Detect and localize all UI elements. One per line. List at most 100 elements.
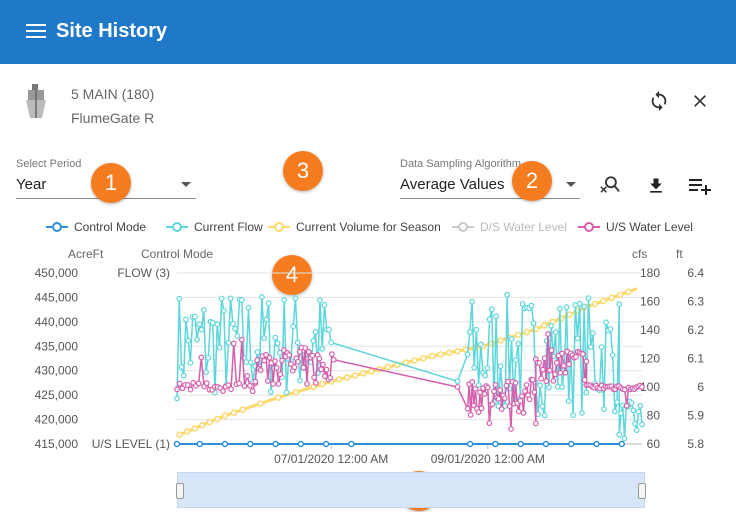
us-water-level-point (244, 372, 251, 379)
current-flow-point (475, 382, 482, 388)
us-water-level-point (486, 420, 493, 427)
current-flow-point (583, 389, 590, 396)
flow-tick-label: 160 (640, 295, 660, 309)
us-water-level-point (225, 382, 232, 388)
us-water-level-point (481, 391, 488, 397)
current-flow-point (508, 336, 515, 342)
current-flow-point (317, 297, 323, 304)
current-flow-point (637, 402, 644, 409)
current-flow-point (205, 354, 212, 361)
current-volume-point (274, 394, 282, 401)
legend-current-volume[interactable]: Current Volume for Season (268, 219, 441, 235)
us-water-level-legend-icon (578, 222, 600, 232)
current-volume-point (428, 352, 436, 360)
current-volume-point (625, 288, 632, 295)
us-water-level-point (477, 389, 483, 396)
current-flow-point (232, 325, 238, 332)
current-volume-point (411, 357, 418, 364)
sampling-underline (400, 198, 580, 199)
current-flow-point (530, 320, 537, 327)
current-flow-point (281, 297, 288, 303)
download-icon[interactable] (646, 176, 666, 196)
us-water-level-point (254, 357, 261, 363)
control-mode-point (221, 440, 229, 448)
us-water-level-point (312, 379, 319, 386)
us-water-level-point (249, 388, 256, 395)
current-volume-point (420, 355, 427, 362)
current-flow-point (541, 412, 548, 419)
current-flow-point (263, 316, 270, 323)
us-water-level-point (552, 371, 558, 378)
control-mode-point (348, 440, 355, 448)
us-water-level-point (329, 351, 335, 358)
zoom-reset-icon[interactable] (599, 175, 621, 195)
legend-label: U/S Water Level (606, 220, 693, 234)
current-flow-point (292, 295, 299, 302)
us-water-level-point (541, 355, 548, 362)
legend-us-water-level[interactable]: U/S Water Level (578, 219, 693, 235)
current-flow-point (221, 308, 227, 314)
us-water-level-point (230, 340, 237, 347)
us-water-level-point (581, 376, 588, 383)
current-flow-point (296, 377, 303, 384)
current-flow-point (585, 295, 592, 302)
current-flow-point (497, 363, 504, 370)
series-control-mode[interactable] (173, 440, 626, 448)
control-mode-point (247, 440, 254, 448)
navigator-right-handle[interactable] (638, 483, 646, 499)
legend-ds-water-level[interactable]: D/S Water Level (452, 219, 567, 235)
us-water-level-point (532, 420, 539, 427)
current-flow-point (611, 408, 618, 415)
control-mode-point (466, 440, 474, 448)
current-flow-point (310, 337, 317, 344)
current-flow-point (290, 323, 297, 330)
refresh-icon[interactable] (648, 90, 670, 112)
us-water-level-point (275, 381, 282, 387)
us-water-level-point (263, 351, 269, 358)
history-chart[interactable]: 450,000 445,000 440,000 435,000 430,000 425,0… (0, 260, 736, 470)
us-water-level-point (295, 358, 301, 365)
legend-current-flow[interactable]: Current Flow (166, 219, 263, 235)
us-water-level-point (529, 376, 536, 383)
current-flow-point (203, 369, 209, 376)
current-flow-point (218, 295, 225, 302)
current-flow-point (234, 332, 241, 339)
flow-tick-label: 180 (640, 266, 660, 280)
current-flow-point (486, 316, 493, 323)
sampling-dropdown-icon[interactable] (566, 182, 576, 187)
navigator-left-handle[interactable] (176, 483, 184, 499)
us-water-level-point (573, 354, 579, 360)
menu-icon[interactable] (26, 24, 46, 40)
period-dropdown-icon[interactable] (181, 182, 191, 187)
range-navigator[interactable] (177, 472, 645, 508)
current-volume-point (514, 331, 522, 339)
us-water-level-point (272, 358, 278, 365)
us-water-level-point (311, 374, 317, 381)
us-water-level-point (484, 384, 491, 391)
playlist-add-icon[interactable] (688, 176, 712, 196)
us-water-level-point (238, 336, 245, 343)
us-water-level-point (508, 426, 514, 432)
current-flow-point (198, 326, 205, 333)
volume-tick-label: 445,000 (35, 290, 79, 304)
current-flow-point (200, 307, 207, 313)
current-flow-point (515, 340, 522, 347)
sampling-value[interactable]: Average Values (400, 176, 505, 193)
us-water-level-point (257, 367, 264, 374)
close-icon[interactable] (690, 91, 710, 111)
current-flow-point (191, 313, 198, 320)
us-water-level-point (566, 361, 572, 368)
series-us-water-level[interactable] (174, 331, 645, 432)
current-flow-point (216, 344, 223, 351)
current-flow-point (238, 297, 245, 303)
series-current-flow[interactable] (174, 291, 645, 442)
current-volume-point (384, 363, 392, 371)
select-period-value[interactable]: Year (16, 176, 47, 193)
us-water-level-point (523, 382, 530, 388)
control-mode-point (322, 440, 330, 448)
us-water-level-point (505, 378, 511, 385)
current-volume-point (608, 294, 615, 302)
legend-control-mode[interactable]: Control Mode (46, 219, 146, 235)
current-flow-point (484, 365, 491, 371)
current-flow-point (229, 320, 236, 327)
